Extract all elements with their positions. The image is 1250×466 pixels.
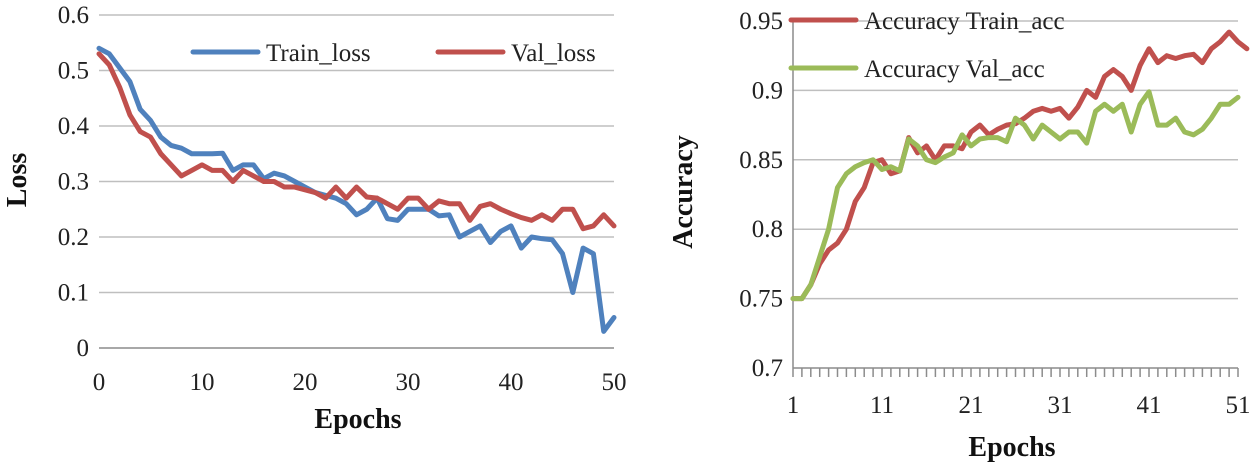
loss-x-tick-label: 0 <box>93 369 106 396</box>
legend-label-val-acc: Accuracy Val_acc <box>864 56 1045 83</box>
loss-chart: 0 0.1 0.2 0.3 0.4 0.5 0.6 0 10 20 30 40 50 Epochs L… <box>2 2 627 435</box>
loss-x-tick-label: 40 <box>499 369 524 396</box>
accuracy-x-tick-label: 31 <box>1048 392 1073 419</box>
legend-label-val-loss: Val_loss <box>511 40 596 67</box>
loss-y-tick-label: 0.5 <box>58 58 89 85</box>
loss-y-tick-labels: 0 0.1 0.2 0.3 0.4 0.5 0.6 <box>58 2 90 362</box>
legend-label-train-acc: Accuracy Train_acc <box>864 8 1065 35</box>
accuracy-y-tick-label: 0.75 <box>739 286 783 313</box>
accuracy-legend: Accuracy Train_acc Accuracy Val_acc <box>788 8 1065 83</box>
loss-y-tick-label: 0 <box>77 335 90 362</box>
loss-x-axis-title: Epochs <box>314 404 401 435</box>
accuracy-x-tick-label: 21 <box>959 392 984 419</box>
loss-x-tick-label: 20 <box>293 369 318 396</box>
accuracy-y-axis-title: Accuracy <box>668 135 699 249</box>
loss-gridlines <box>99 14 614 294</box>
loss-series-line-train-loss <box>96 45 617 334</box>
loss-x-tick-label: 30 <box>396 369 421 396</box>
loss-series <box>96 45 617 334</box>
loss-y-axis-title: Loss <box>2 153 33 208</box>
accuracy-x-tick-label: 51 <box>1226 392 1250 419</box>
accuracy-x-tick-label: 11 <box>870 392 894 419</box>
loss-legend: Train_loss Val_loss <box>190 40 596 67</box>
accuracy-y-tick-label: 0.85 <box>739 147 783 174</box>
loss-y-tick-label: 0.1 <box>58 280 89 307</box>
accuracy-x-tick-labels: 1 11 21 31 41 51 <box>787 392 1250 419</box>
loss-y-tick-label: 0.4 <box>58 113 90 140</box>
accuracy-chart: 0.70.750.80.850.90.95 1 11 21 31 41 51 Epochs… <box>668 8 1250 463</box>
loss-series-line-val-loss <box>96 51 617 232</box>
loss-y-tick-label: 0.3 <box>58 169 89 196</box>
accuracy-series-line-accuracy-val-acc <box>790 89 1241 302</box>
accuracy-x-tick-marks <box>792 368 1239 377</box>
accuracy-y-tick-label: 0.7 <box>752 355 783 382</box>
loss-x-tick-labels: 0 10 20 30 40 50 <box>93 369 627 396</box>
loss-y-tick-label: 0.6 <box>58 2 89 29</box>
accuracy-x-tick-label: 1 <box>787 392 800 419</box>
accuracy-gridlines <box>793 20 1238 300</box>
accuracy-series <box>790 29 1250 302</box>
accuracy-y-tick-labels: 0.7 0.75 0.8 0.85 0.9 0.95 <box>739 8 783 382</box>
accuracy-x-axis-title: Epochs <box>968 432 1055 463</box>
accuracy-y-tick-label: 0.9 <box>752 77 783 104</box>
accuracy-y-tick-label: 0.8 <box>752 216 783 243</box>
loss-x-tick-label: 50 <box>602 369 627 396</box>
accuracy-x-tick-label: 41 <box>1137 392 1162 419</box>
loss-y-tick-label: 0.2 <box>58 224 89 251</box>
loss-x-tick-label: 10 <box>190 369 215 396</box>
legend-label-train-loss: Train_loss <box>266 40 371 67</box>
accuracy-y-tick-label: 0.95 <box>739 8 783 35</box>
